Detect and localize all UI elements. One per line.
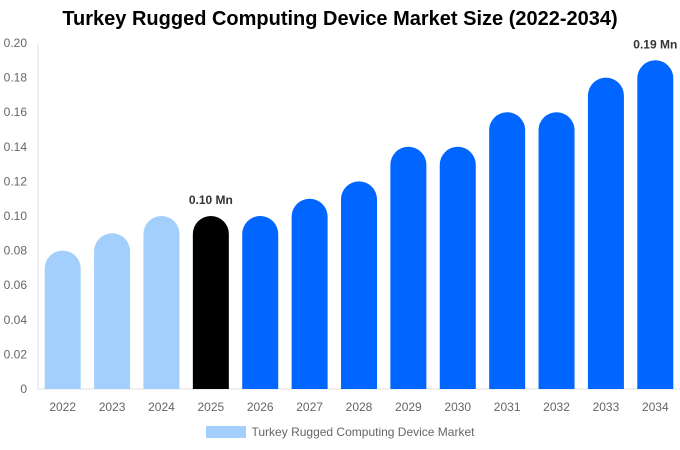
y-tick-label: 0.10 <box>4 209 28 223</box>
legend-swatch <box>205 426 246 438</box>
bar-2034 <box>637 60 674 389</box>
bar-2033 <box>587 77 624 389</box>
x-tick-label: 2023 <box>99 400 126 414</box>
y-tick-label: 0.02 <box>4 347 28 361</box>
x-tick-label: 2029 <box>395 400 422 414</box>
bar-2027 <box>291 198 328 389</box>
x-tick-label: 2024 <box>148 400 175 414</box>
x-tick-label: 2026 <box>247 400 274 414</box>
x-tick-label: 2033 <box>593 400 620 414</box>
bar-2030 <box>439 146 476 389</box>
y-tick-label: 0.12 <box>4 174 28 188</box>
bar-2022 <box>44 250 81 389</box>
x-tick-label: 2032 <box>543 400 570 414</box>
bar-2023 <box>94 233 131 389</box>
y-tick-label: 0.20 <box>4 36 28 50</box>
bar-2026 <box>242 216 279 389</box>
y-tick-label: 0.04 <box>4 313 28 327</box>
x-tick-label: 2025 <box>197 400 224 414</box>
legend-label: Turkey Rugged Computing Device Market <box>251 425 475 439</box>
bar-2032 <box>538 112 575 389</box>
x-tick-label: 2030 <box>444 400 471 414</box>
y-tick-label: 0 <box>20 382 27 396</box>
data-label-2034: 0.19 Mn <box>633 37 677 51</box>
x-tick-label: 2028 <box>346 400 373 414</box>
bar-2031 <box>489 112 526 389</box>
y-tick-label: 0.08 <box>4 244 28 258</box>
chart-title: Turkey Rugged Computing Device Market Si… <box>62 8 618 30</box>
x-tick-label: 2027 <box>296 400 323 414</box>
x-tick-label: 2022 <box>49 400 76 414</box>
bar-2025 <box>192 216 229 389</box>
data-label-2025: 0.10 Mn <box>189 193 233 207</box>
bar-2029 <box>390 146 427 389</box>
y-tick-label: 0.18 <box>4 71 28 85</box>
x-tick-label: 2034 <box>642 400 669 414</box>
bar-2024 <box>143 216 180 389</box>
y-tick-label: 0.16 <box>4 105 28 119</box>
y-tick-label: 0.06 <box>4 278 28 292</box>
y-tick-label: 0.14 <box>4 140 28 154</box>
bar-2028 <box>341 181 377 389</box>
legend[interactable]: Turkey Rugged Computing Device Market <box>0 425 680 439</box>
x-tick-label: 2031 <box>494 400 521 414</box>
